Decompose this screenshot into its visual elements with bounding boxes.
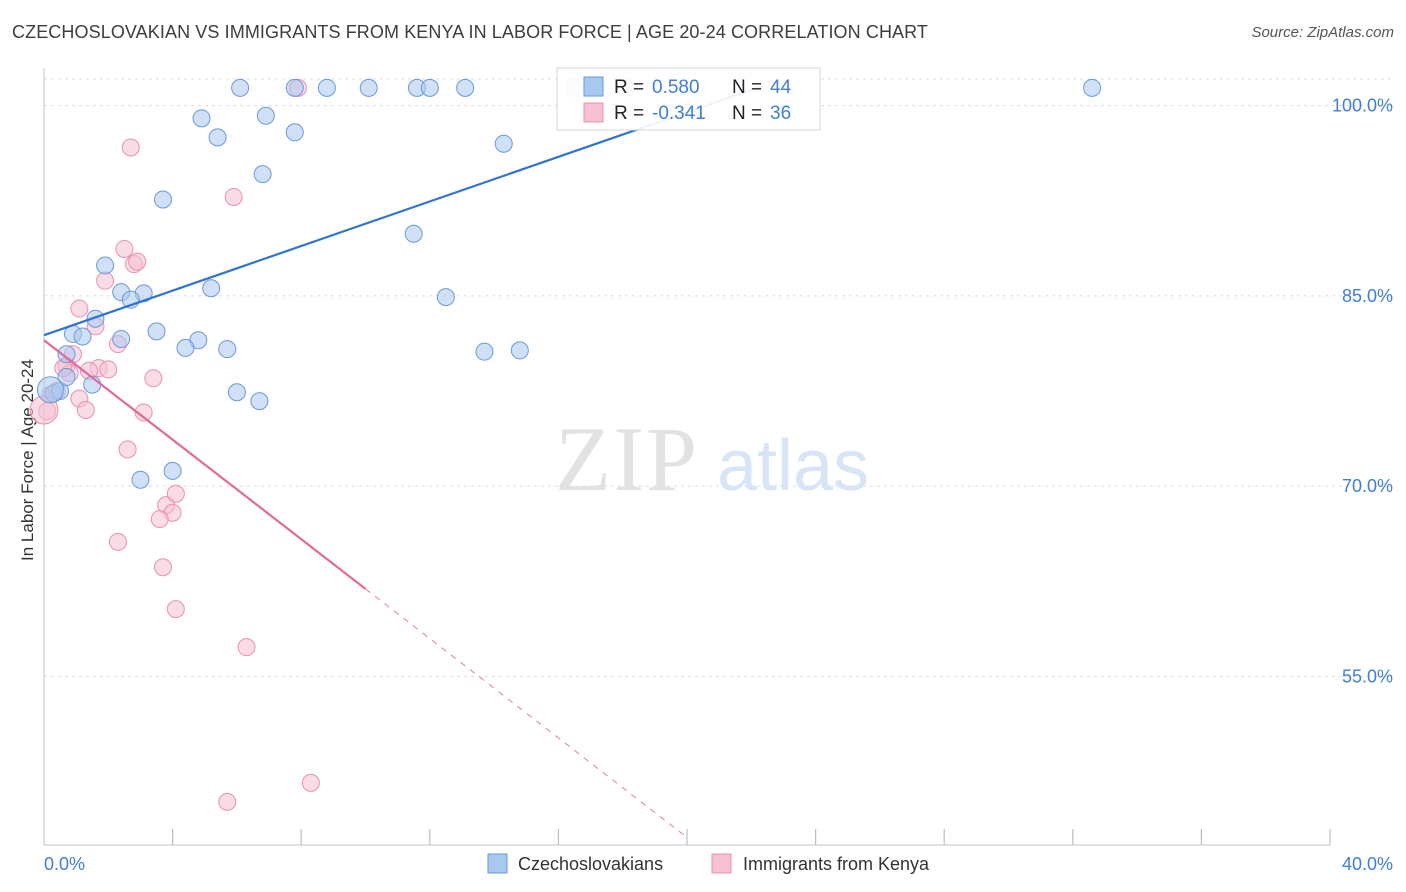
czechoslovakian-point bbox=[494, 134, 513, 153]
y-tick-label: 100.0% bbox=[1332, 96, 1393, 116]
kenya-point bbox=[108, 532, 127, 551]
x-tick-label-min: 0.0% bbox=[44, 854, 85, 874]
czechoslovakian-point bbox=[86, 309, 105, 328]
kenya-point bbox=[166, 600, 185, 619]
axes bbox=[43, 68, 1331, 846]
czechoslovakian-point bbox=[112, 329, 131, 348]
r-label: R = bbox=[614, 77, 644, 98]
kenya-point bbox=[218, 792, 237, 811]
czechoslovakian-point bbox=[227, 383, 246, 402]
czechoslovakian-point bbox=[192, 109, 211, 128]
czechoslovakian-point bbox=[1083, 78, 1102, 97]
stats-swatch-kenya bbox=[583, 102, 604, 123]
trend-line-kenya-extension bbox=[365, 588, 688, 838]
y-tick-label: 55.0% bbox=[1342, 666, 1393, 686]
kenya-point bbox=[301, 773, 320, 792]
n-value: 44 bbox=[770, 77, 792, 98]
czechoslovakian-point bbox=[57, 345, 76, 364]
legend-label-kenya: Immigrants from Kenya bbox=[743, 854, 930, 874]
kenya-point bbox=[99, 360, 118, 379]
kenya-point bbox=[96, 271, 115, 290]
legend-swatch-kenya bbox=[711, 853, 732, 874]
czechoslovakian-point bbox=[57, 368, 76, 387]
kenya-point bbox=[118, 440, 137, 459]
chart-title: CZECHOSLOVAKIAN VS IMMIGRANTS FROM KENYA… bbox=[12, 22, 929, 42]
watermark-atlas: atlas bbox=[717, 426, 869, 506]
kenya-point bbox=[166, 484, 185, 503]
watermark-zip: ZIP bbox=[555, 408, 699, 510]
kenya-point bbox=[115, 239, 134, 258]
kenya-point bbox=[150, 510, 169, 529]
kenya-point bbox=[144, 369, 163, 388]
czechoslovakian-point bbox=[147, 322, 166, 341]
czechoslovakian-point bbox=[404, 224, 423, 243]
czechoslovakian-point bbox=[218, 340, 237, 359]
series-legend: Czechoslovakians Immigrants from Kenya bbox=[487, 853, 930, 874]
series-kenya-points bbox=[29, 78, 320, 811]
grid-lines bbox=[44, 78, 1392, 677]
czechoslovakian-point bbox=[359, 78, 378, 97]
x-tick-label-max: 40.0% bbox=[1342, 854, 1393, 874]
tick-labels: 55.0% 70.0% 85.0% 100.0% 0.0% 40.0% bbox=[44, 96, 1393, 874]
czechoslovakian-point bbox=[456, 78, 475, 97]
czechoslovakian-point bbox=[436, 288, 455, 307]
czechoslovakian-point bbox=[36, 376, 64, 404]
czechoslovakian-point bbox=[285, 123, 304, 142]
kenya-point bbox=[128, 252, 147, 271]
czechoslovakian-point bbox=[420, 78, 439, 97]
kenya-point bbox=[224, 187, 243, 206]
czechoslovakian-point bbox=[163, 461, 182, 480]
legend-label-czechoslovakians: Czechoslovakians bbox=[518, 854, 663, 874]
r-label: R = bbox=[614, 103, 644, 124]
czechoslovakian-point bbox=[231, 78, 250, 97]
czechoslovakian-point bbox=[256, 106, 275, 125]
trend-line-kenya bbox=[43, 339, 367, 590]
n-value: 36 bbox=[770, 103, 791, 124]
y-tick-label: 85.0% bbox=[1342, 286, 1393, 306]
r-value: 0.580 bbox=[652, 77, 700, 98]
czechoslovakian-point bbox=[250, 392, 269, 411]
czechoslovakian-point bbox=[176, 338, 195, 357]
czechoslovakian-point bbox=[202, 279, 221, 298]
czechoslovakian-point bbox=[96, 256, 115, 275]
czechoslovakian-point bbox=[131, 470, 150, 489]
legend-swatch-czechoslovakians bbox=[487, 853, 508, 874]
n-label: N = bbox=[732, 77, 762, 98]
stats-legend: R = 0.580 N = 44 R = -0.341 N = 36 bbox=[556, 67, 821, 131]
r-value: -0.341 bbox=[652, 103, 706, 124]
stats-swatch-czechoslovakians bbox=[583, 76, 604, 97]
czechoslovakian-point bbox=[510, 341, 529, 360]
czechoslovakian-point bbox=[73, 327, 92, 346]
kenya-point bbox=[134, 403, 153, 422]
watermark: ZIP atlas bbox=[555, 408, 869, 510]
kenya-point bbox=[70, 299, 89, 318]
source-label: Source: ZipAtlas.com bbox=[1251, 24, 1394, 41]
czechoslovakian-point bbox=[475, 342, 494, 361]
y-tick-label: 70.0% bbox=[1342, 476, 1393, 496]
czechoslovakian-point bbox=[285, 78, 304, 97]
czechoslovakian-point bbox=[208, 128, 227, 147]
kenya-point bbox=[237, 638, 256, 657]
kenya-point bbox=[153, 558, 172, 577]
n-label: N = bbox=[732, 103, 762, 124]
czechoslovakian-point bbox=[317, 78, 336, 97]
czechoslovakian-point bbox=[253, 165, 272, 184]
kenya-point bbox=[121, 138, 140, 157]
kenya-point bbox=[76, 401, 95, 420]
czechoslovakian-point bbox=[153, 190, 172, 209]
